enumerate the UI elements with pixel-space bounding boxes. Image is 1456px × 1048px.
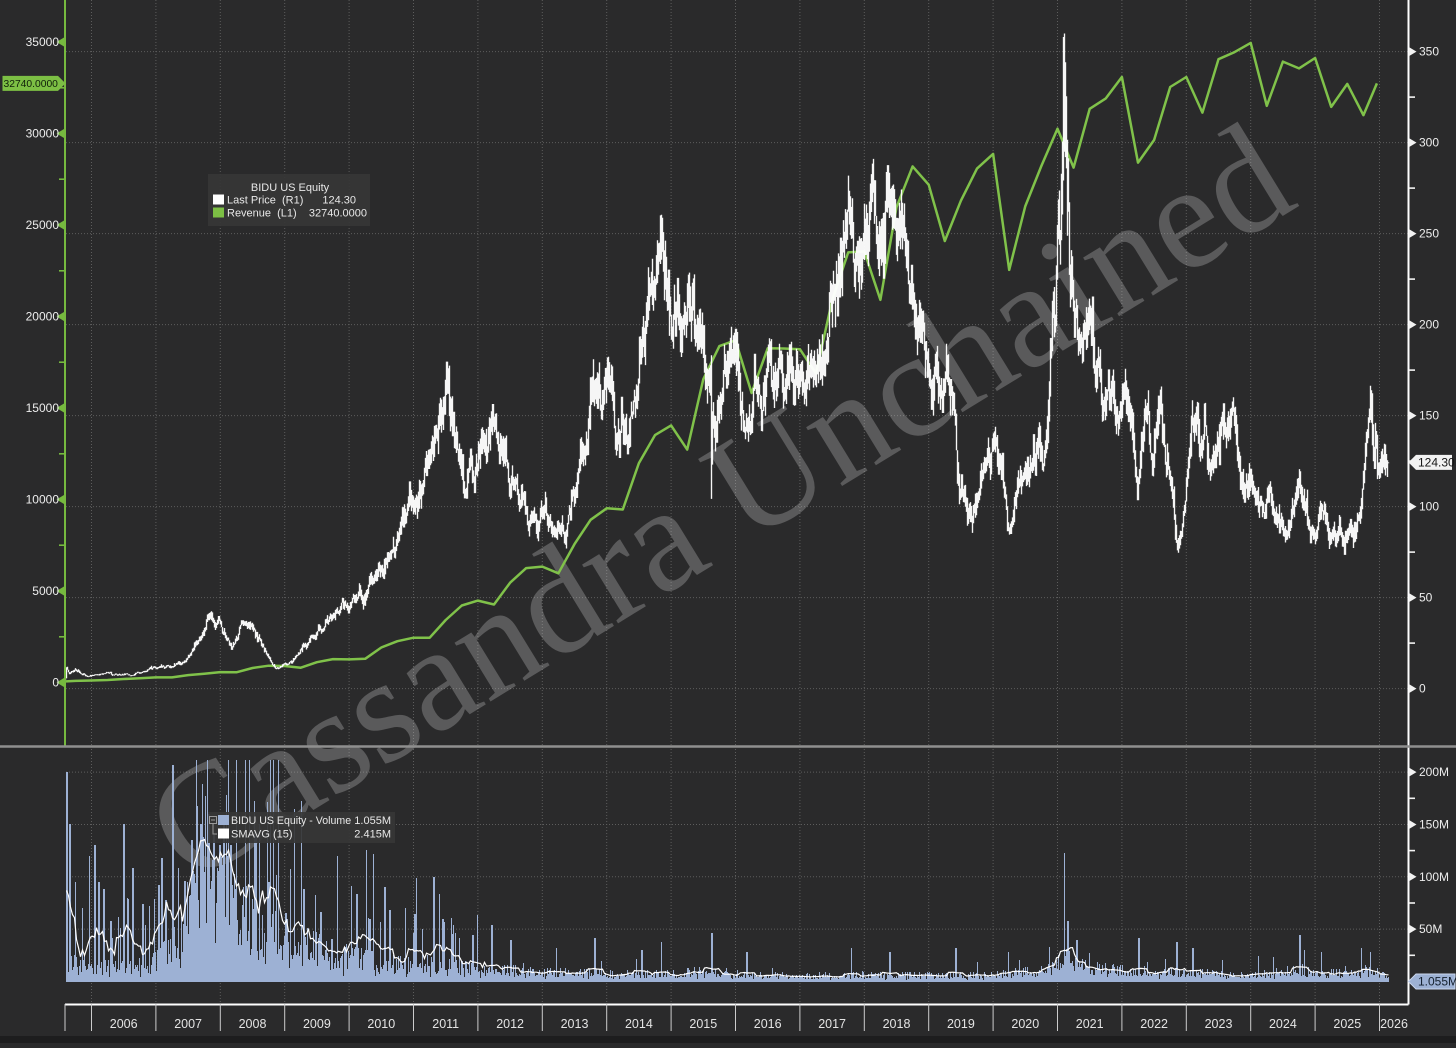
svg-text:350: 350 xyxy=(1419,45,1439,59)
svg-text:2015: 2015 xyxy=(689,1017,717,1031)
svg-text:124.30: 124.30 xyxy=(322,195,356,207)
svg-text:25000: 25000 xyxy=(26,218,60,232)
svg-text:150: 150 xyxy=(1419,409,1439,423)
svg-text:35000: 35000 xyxy=(26,35,60,49)
svg-text:2007: 2007 xyxy=(174,1017,202,1031)
svg-text:200M: 200M xyxy=(1419,765,1449,779)
svg-text:2014: 2014 xyxy=(625,1017,653,1031)
svg-text:250: 250 xyxy=(1419,227,1439,241)
svg-text:32740.0000: 32740.0000 xyxy=(4,79,59,90)
svg-text:5000: 5000 xyxy=(32,584,59,598)
svg-text:2025: 2025 xyxy=(1333,1017,1361,1031)
svg-text:2010: 2010 xyxy=(367,1017,395,1031)
svg-text:2022: 2022 xyxy=(1140,1017,1168,1031)
svg-text:2023: 2023 xyxy=(1205,1017,1233,1031)
svg-text:50: 50 xyxy=(1419,591,1433,605)
svg-text:100: 100 xyxy=(1419,500,1439,514)
svg-text:300: 300 xyxy=(1419,136,1439,150)
svg-text:2021: 2021 xyxy=(1076,1017,1104,1031)
svg-text:2006: 2006 xyxy=(110,1017,138,1031)
svg-text:100M: 100M xyxy=(1419,870,1449,884)
svg-text:2008: 2008 xyxy=(239,1017,267,1031)
svg-text:1.055M: 1.055M xyxy=(1418,975,1456,989)
svg-text:2013: 2013 xyxy=(561,1017,589,1031)
svg-text:BIDU US Equity: BIDU US Equity xyxy=(251,182,330,194)
svg-text:2026: 2026 xyxy=(1380,1017,1408,1031)
svg-text:2016: 2016 xyxy=(754,1017,782,1031)
svg-text:0: 0 xyxy=(52,676,59,690)
svg-text:150M: 150M xyxy=(1419,818,1449,832)
svg-text:2.415M: 2.415M xyxy=(354,829,391,841)
svg-text:2009: 2009 xyxy=(303,1017,331,1031)
svg-text:20000: 20000 xyxy=(26,310,60,324)
svg-text:32740.0000: 32740.0000 xyxy=(309,208,367,220)
svg-text:10000: 10000 xyxy=(26,493,60,507)
svg-text:Revenue (L1): Revenue (L1) xyxy=(227,208,297,220)
svg-text:50M: 50M xyxy=(1419,922,1442,936)
svg-text:2024: 2024 xyxy=(1269,1017,1297,1031)
svg-text:124.30: 124.30 xyxy=(1418,455,1455,469)
svg-text:2017: 2017 xyxy=(818,1017,846,1031)
svg-text:2011: 2011 xyxy=(432,1017,459,1031)
svg-text:30000: 30000 xyxy=(26,127,60,141)
svg-text:2018: 2018 xyxy=(883,1017,911,1031)
svg-text:2019: 2019 xyxy=(947,1017,975,1031)
svg-text:1.055M: 1.055M xyxy=(354,815,391,827)
svg-text:15000: 15000 xyxy=(26,401,60,415)
svg-text:2020: 2020 xyxy=(1011,1017,1039,1031)
svg-text:SMAVG (15): SMAVG (15) xyxy=(231,829,293,841)
svg-text:Last Price (R1): Last Price (R1) xyxy=(227,195,303,207)
svg-text:0: 0 xyxy=(1419,682,1426,696)
svg-text:2012: 2012 xyxy=(496,1017,524,1031)
svg-text:200: 200 xyxy=(1419,318,1439,332)
svg-text:BIDU US Equity - Volume: BIDU US Equity - Volume xyxy=(231,815,351,827)
